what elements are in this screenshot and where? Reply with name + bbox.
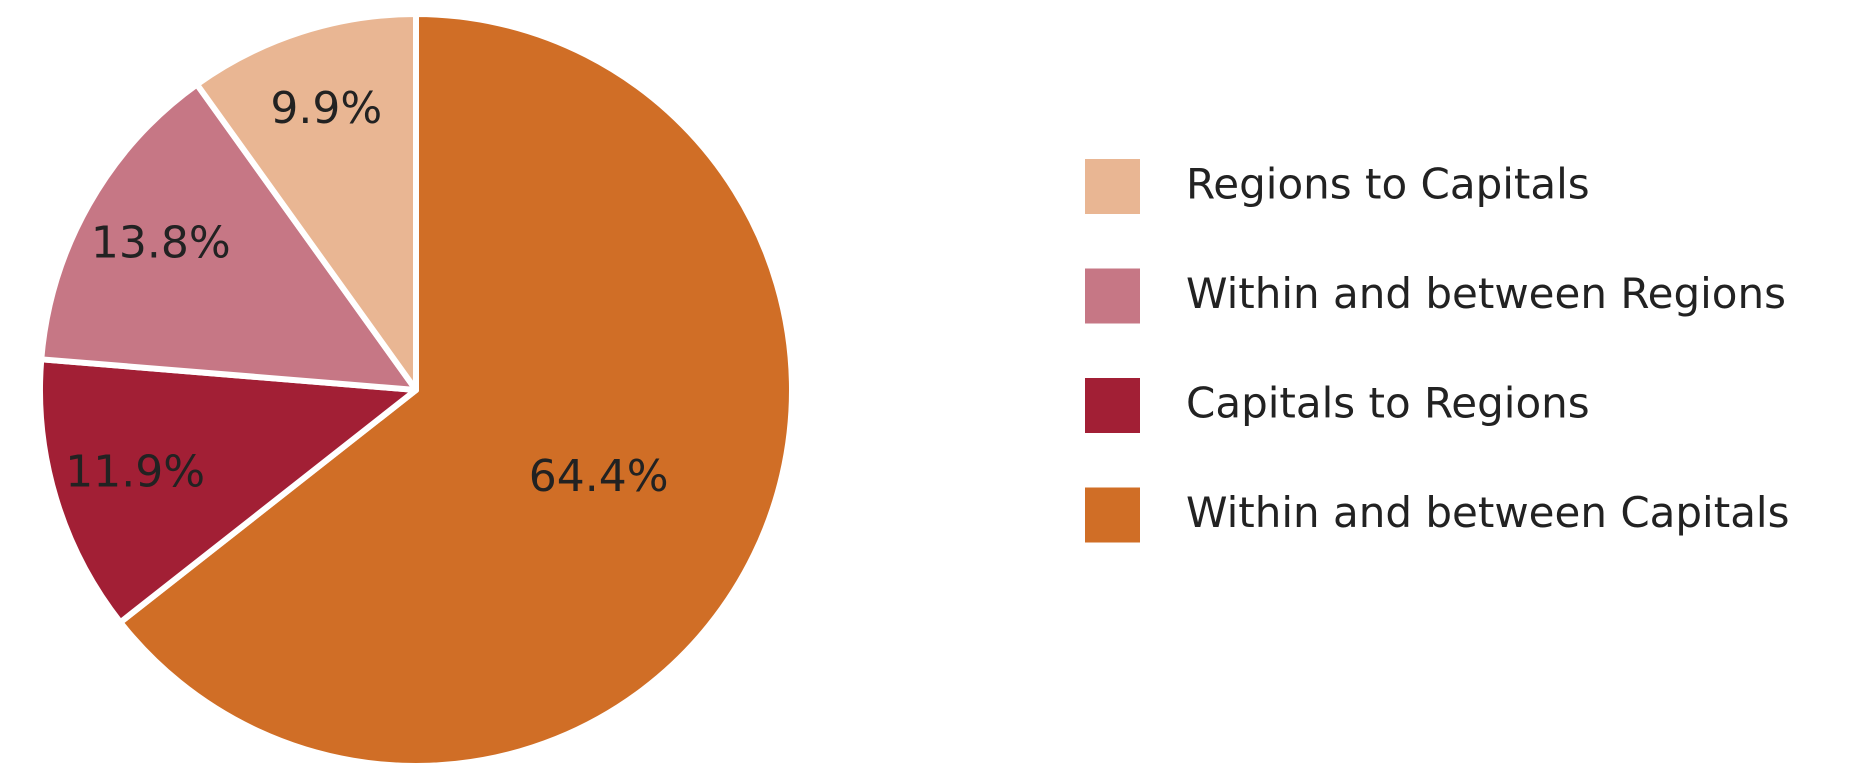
pie-slice xyxy=(117,11,795,767)
legend-label: Regions to Capitals xyxy=(1186,160,1590,209)
legend-label: Within and between Capitals xyxy=(1186,488,1789,537)
legend-swatch xyxy=(1085,268,1140,324)
data-label: 11.9% xyxy=(65,446,205,497)
data-label: 13.8% xyxy=(91,217,231,268)
legend-label: Capitals to Regions xyxy=(1186,379,1590,428)
pie-slice xyxy=(37,356,419,626)
data-label: 9.9% xyxy=(270,83,382,134)
pie-slice xyxy=(38,81,419,393)
legend-swatch xyxy=(1085,487,1140,543)
data-label: 64.4% xyxy=(529,451,669,502)
legend-swatch xyxy=(1085,378,1140,433)
legend-swatch xyxy=(1085,159,1140,214)
pie-slice xyxy=(193,11,419,393)
legend-label: Within and between Regions xyxy=(1186,269,1786,318)
